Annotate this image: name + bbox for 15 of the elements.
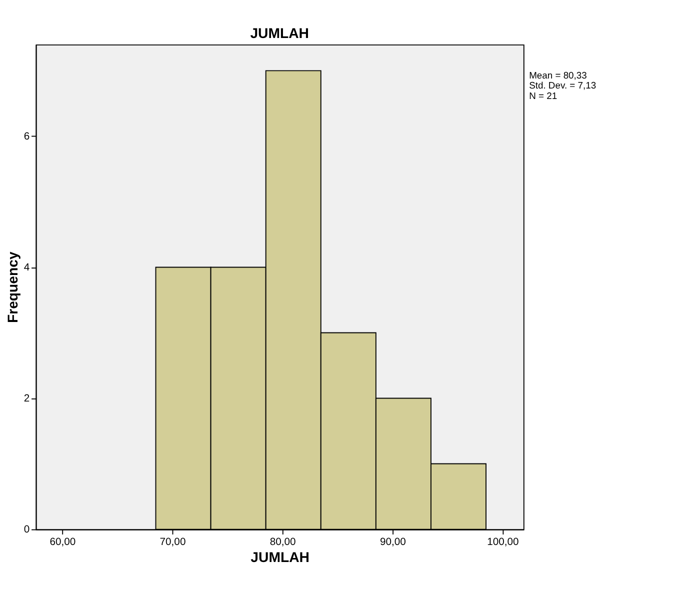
x-tick-label: 100,00 (487, 536, 520, 548)
x-tick-label: 60,00 (50, 536, 76, 548)
text: Std. Dev. = 7,13 (529, 80, 596, 91)
x-axis-title: JUMLAH (250, 548, 310, 565)
chart-title: JUMLAH (250, 24, 309, 41)
y-tick-label: 4 (24, 262, 30, 274)
y-tick-label: 2 (24, 394, 30, 405)
y-axis-title: Frequency (4, 252, 20, 324)
text: N = 21 (529, 90, 558, 102)
x-tick-label: 70,00 (160, 536, 186, 548)
x-tick-label: 80,00 (270, 536, 296, 548)
text: Mean = 80,33 (529, 69, 587, 80)
x-tick-label: 90,00 (380, 536, 406, 548)
y-tick-label: 6 (24, 131, 30, 142)
y-tick-label: 0 (24, 524, 30, 536)
